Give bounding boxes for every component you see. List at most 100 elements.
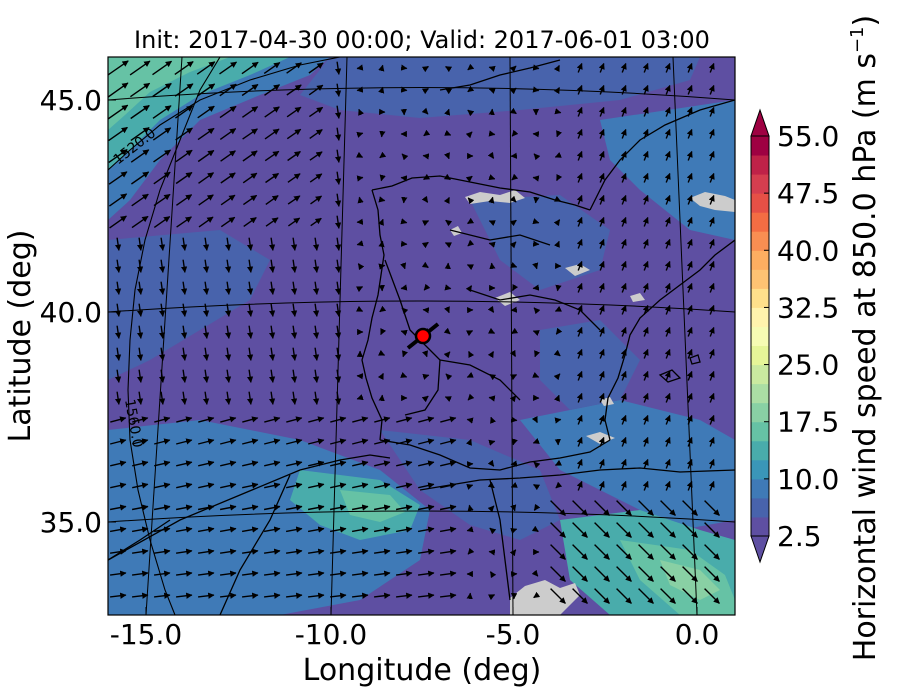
wind-vector-arrow [242,128,258,140]
y-tick-label: 40.0 [40,296,102,329]
wind-vector-arrow [550,522,566,538]
wind-vector-arrow [152,60,173,76]
wind-vector-arrow [686,260,693,271]
coastline-france-west [439,59,561,91]
wind-vector-arrow [265,172,280,184]
wind-vector-arrow [158,391,166,405]
wind-vector-arrow [487,459,495,467]
wind-vector-arrow [110,438,127,445]
wind-vector-arrow [351,526,369,533]
wind-vector-arrow [620,106,627,117]
wind-vector-arrow [152,82,172,98]
wind-vector-arrow [488,87,496,94]
wind-vector-arrow [440,570,457,577]
wind-vector-arrow [418,482,435,489]
wind-vector-arrow [466,417,474,424]
wind-vector-arrow [620,392,627,403]
wind-vector-arrow [378,394,385,402]
wind-band-mediterranean [520,400,735,530]
wind-vector-arrow [572,544,588,560]
wind-vector-arrow [664,216,671,227]
wind-vector-arrow [686,62,693,73]
wind-vector-arrow [224,347,232,361]
y-axis: 45.0 40.0 35.0 Latitude (deg) [3,84,116,539]
wind-vector-arrow [131,215,149,229]
wind-vector-arrow [174,105,194,119]
border-north-africa-west [219,474,291,615]
wind-vector-arrow [708,216,715,227]
wind-vector-arrow [246,347,254,361]
wind-vector-arrow [598,84,605,95]
wind-vector-arrow [708,282,715,293]
wind-vector-arrow [509,241,517,249]
wind-vector-arrow [131,504,149,511]
wind-vector-arrow [488,439,496,446]
wind-vector-arrow [400,175,408,182]
wind-vector-arrow [308,460,325,467]
wind-vector-arrow [378,218,384,226]
wind-vector-arrow [287,150,301,162]
wind-vector-arrow [417,548,435,555]
wind-vector-arrow [202,281,210,295]
wind-vector-arrow [401,196,408,204]
wind-vector-arrow [642,62,649,73]
wind-vector-arrow [286,570,303,577]
wind-vector-arrow [439,548,457,555]
wind-vector-arrow [616,522,632,538]
colorbar-tick-label: 47.5 [777,177,839,210]
wind-vector-arrow [531,569,539,577]
wind-vector-arrow [287,195,301,205]
wind-vector-arrow [686,150,693,161]
wind-vector-arrow [357,263,365,271]
wind-patch-interior-south [540,320,640,410]
wind-vector-arrow [242,460,259,467]
wind-vector-arrow [246,391,254,405]
wind-band-southwest-core [340,490,405,522]
wind-vector-arrow [290,391,298,405]
y-tick-label: 35.0 [40,506,102,539]
wind-vector-arrow [242,438,259,445]
wind-vector-arrow [704,566,720,582]
wind-vector-arrow [686,282,693,293]
wind-vector-arrow [708,458,715,469]
wind-vector-arrow [400,86,408,93]
wind-vector-arrow [268,369,276,383]
wind-vector-arrow [664,106,671,117]
wind-vector-arrow [553,349,561,357]
wind-vector-arrow [264,128,280,140]
wind-vector-arrow [576,128,583,139]
wind-vector-arrow [510,306,518,313]
wind-vector-arrow [532,262,539,270]
wind-vector-arrow [219,128,237,140]
wind-vector-arrow [175,526,193,533]
wind-vector-arrow [374,438,391,445]
wind-vector-arrow [682,544,698,560]
wind-vector-arrow [176,460,193,467]
wind-vector-arrow [686,128,693,139]
wind-vector-arrow [642,238,649,249]
wind-vector-arrow [198,216,214,228]
wind-vector-arrow [598,326,605,337]
coastline-iberia-north [371,175,591,211]
wind-vector-arrow [395,526,413,533]
wind-vector-arrow [136,259,144,273]
wind-vector-arrow [598,392,605,403]
wind-vector-arrow [351,504,369,511]
wind-vector-arrow [114,369,122,383]
colorbar-band [751,326,769,347]
wind-vector-arrow [440,460,457,467]
wind-vector-arrow [466,264,474,271]
wind-vector-arrow [308,570,325,577]
x-axis: -15.0 -10.0 -5.0 0.0 Longitude (deg) [110,607,719,688]
wind-vector-arrow [198,460,215,467]
wind-vector-arrow [176,438,193,445]
colorbar-tick-label: 32.5 [777,291,839,324]
wind-vector-arrow [246,281,254,295]
wind-vector-arrow [708,326,715,337]
wind-vector-arrow [708,392,715,403]
wind-vector-arrow [708,106,715,117]
wind-vector-arrow [576,260,583,271]
wind-vector-arrow [489,527,497,535]
wind-vector-arrow [704,544,720,560]
wind-vector-arrow [334,325,342,339]
